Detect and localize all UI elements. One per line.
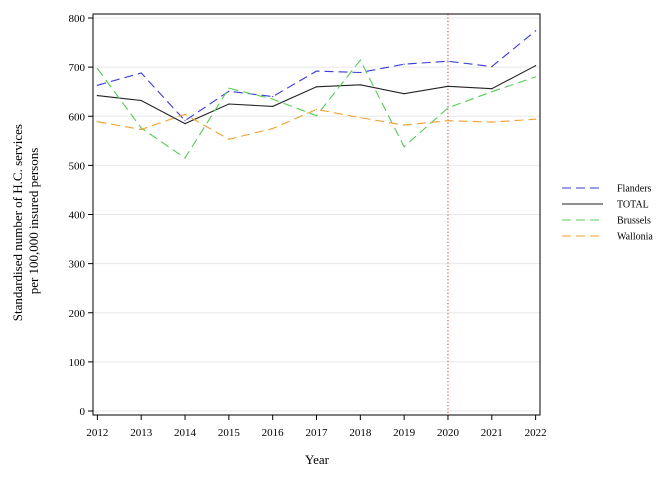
x-tick-label: 2021: [481, 427, 503, 439]
data-point-wallonia: [359, 117, 361, 119]
data-point-wallonia: [535, 118, 537, 120]
y-axis-title-line-1: Standardised number of H.C. services: [10, 124, 25, 321]
x-axis-title: Year: [305, 452, 330, 467]
x-tick-label: 2016: [262, 427, 285, 439]
data-point-wallonia: [184, 113, 186, 115]
data-point-flanders: [272, 96, 274, 98]
data-point-total: [140, 99, 142, 102]
x-axis: 2012 2013 2014 2015 2016 2017 2018 2019 2020 2021…: [86, 415, 547, 439]
data-point-wallonia: [447, 120, 449, 122]
data-point-wallonia: [272, 127, 274, 130]
x-tick-label: 2012: [86, 427, 108, 439]
x-tick-label: 2015: [218, 427, 241, 439]
y-tick-label: 700: [69, 62, 86, 74]
data-point-flanders: [403, 63, 405, 65]
x-tick-label: 2020: [437, 427, 460, 439]
data-point-total: [491, 88, 493, 90]
data-point-wallonia: [96, 121, 98, 123]
data-point-wallonia: [315, 108, 318, 110]
y-axis-title-line-2: per 100,000 insured persons: [26, 148, 41, 295]
y-axis: 0 100 200 300 400 500 600 700 800: [69, 13, 93, 418]
data-point-flanders: [140, 72, 142, 74]
x-tick-label: 2019: [393, 427, 416, 439]
data-point-brussels: [96, 67, 98, 70]
data-point-brussels: [140, 127, 142, 129]
y-tick-label: 400: [69, 210, 86, 222]
data-point-wallonia: [491, 121, 493, 123]
y-tick-label: 600: [69, 111, 86, 123]
data-point-brussels: [272, 98, 274, 100]
data-point-brussels: [535, 76, 537, 78]
data-point-flanders: [228, 90, 230, 92]
data-point-total: [535, 65, 537, 67]
data-point-flanders: [184, 120, 186, 122]
y-tick-label: 100: [69, 357, 86, 369]
data-point-flanders: [535, 30, 537, 32]
x-tick-label: 2013: [130, 427, 153, 439]
data-point-flanders: [315, 70, 318, 72]
data-point-flanders: [96, 84, 98, 86]
x-tick-label: 2018: [349, 427, 372, 439]
data-point-wallonia: [403, 124, 405, 126]
series-layer: [96, 30, 537, 159]
data-point-brussels: [184, 157, 186, 159]
x-tick-label: 2017: [306, 427, 329, 439]
y-tick-label: 200: [69, 308, 86, 320]
series-line-wallonia: [97, 108, 536, 140]
gridlines: [93, 17, 540, 412]
data-point-wallonia: [228, 138, 230, 140]
y-tick-label: 300: [69, 259, 86, 271]
series-line-flanders: [97, 30, 536, 122]
data-point-total: [447, 85, 449, 87]
data-point-total: [272, 105, 274, 108]
y-tick-label: 800: [69, 13, 86, 25]
data-point-total: [315, 86, 318, 88]
legend-label-flanders: Flanders: [617, 184, 652, 195]
data-point-brussels: [315, 115, 318, 117]
data-point-brussels: [403, 146, 405, 148]
y-tick-label: 0: [80, 406, 86, 418]
data-point-brussels: [447, 107, 449, 109]
data-point-total: [184, 123, 186, 125]
data-point-total: [96, 95, 98, 97]
data-point-brussels: [491, 91, 493, 93]
data-point-brussels: [359, 59, 361, 61]
legend-label-brussels: Brussels: [617, 216, 651, 227]
y-axis-title: Standardised number of H.C. services per…: [10, 121, 41, 321]
data-point-flanders: [359, 71, 361, 74]
legend-label-total: TOTAL: [617, 200, 649, 211]
data-point-total: [403, 93, 405, 95]
data-point-total: [359, 84, 361, 86]
data-point-flanders: [447, 60, 449, 62]
data-point-total: [228, 103, 230, 105]
y-tick-label: 500: [69, 160, 86, 172]
legend: Flanders TOTAL Brussels Wallonia: [562, 184, 653, 243]
x-tick-label: 2014: [174, 427, 197, 439]
data-point-flanders: [491, 66, 493, 68]
legend-label-wallonia: Wallonia: [617, 232, 653, 243]
x-tick-label: 2022: [525, 427, 547, 439]
data-point-brussels: [228, 87, 230, 89]
data-point-wallonia: [140, 128, 142, 131]
